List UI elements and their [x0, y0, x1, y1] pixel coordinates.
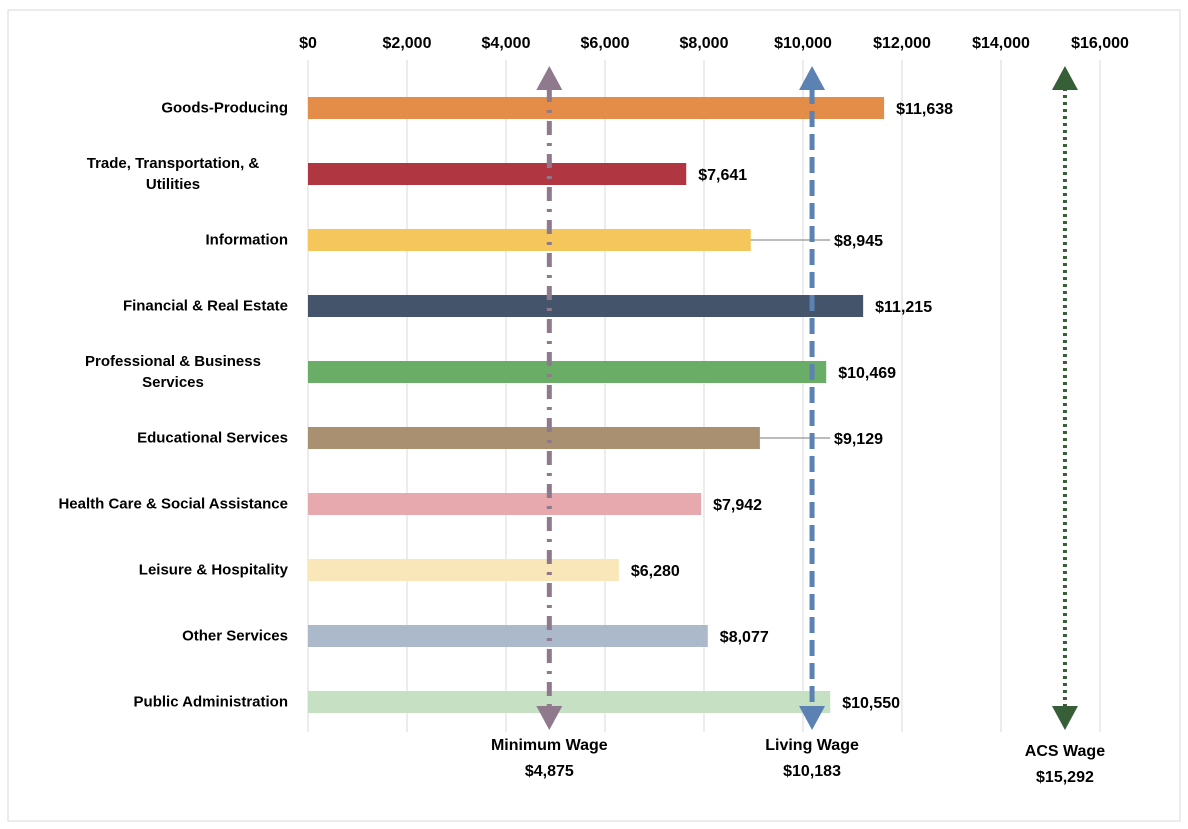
data-label: $8,945: [834, 233, 883, 250]
reference-value: $15,292: [1036, 769, 1094, 786]
category-label: Professional & Business Services: [85, 353, 261, 391]
category-label: Other Services: [182, 627, 288, 645]
reference-name: ACS Wage: [1025, 743, 1105, 760]
category-label: Health Care & Social Assistance: [58, 495, 288, 513]
bar: [308, 493, 702, 515]
bar: [308, 559, 619, 581]
bar: [308, 625, 708, 647]
reference-value: $4,875: [525, 763, 574, 780]
data-label: $6,280: [631, 563, 680, 580]
x-tick-label: $0: [299, 35, 317, 52]
category-label: Trade, Transportation, & Utilities: [86, 155, 260, 193]
data-label: $9,129: [834, 431, 883, 448]
data-label: $10,550: [842, 695, 900, 712]
x-tick-label: $4,000: [482, 35, 531, 52]
category-label: Educational Services: [137, 429, 288, 447]
bar: [308, 427, 760, 449]
arrow-head: [536, 706, 563, 730]
arrow-head: [1051, 706, 1078, 730]
bar: [308, 295, 864, 317]
data-label: $10,469: [838, 365, 896, 382]
x-tick-label: $16,000: [1071, 35, 1129, 52]
arrow-head: [799, 706, 826, 730]
data-label: $7,942: [713, 497, 762, 514]
x-tick-label: $10,000: [774, 35, 832, 52]
bar: [308, 361, 827, 383]
bar: [308, 229, 751, 251]
arrow-head: [1051, 66, 1078, 90]
category-label: Leisure & Hospitality: [138, 561, 288, 579]
chart-frame: [7, 9, 1181, 822]
reference-name: Minimum Wage: [491, 737, 608, 754]
arrow-head: [799, 66, 826, 90]
x-tick-label: $6,000: [581, 35, 630, 52]
x-tick-label: $2,000: [383, 35, 432, 52]
bar: [308, 97, 885, 119]
data-label: $11,638: [896, 101, 953, 118]
arrow-head: [536, 66, 563, 90]
category-label: Financial & Real Estate: [122, 297, 288, 315]
category-label: Information: [205, 231, 289, 249]
category-label: Goods-Producing: [161, 99, 288, 117]
reference-value: $10,183: [783, 763, 841, 780]
bar: [308, 163, 687, 185]
bar: [308, 691, 831, 713]
data-label: $11,215: [875, 299, 932, 316]
x-tick-label: $12,000: [873, 35, 931, 52]
x-tick-label: $8,000: [680, 35, 729, 52]
category-label: Public Administration: [133, 693, 288, 711]
reference-name: Living Wage: [765, 737, 859, 754]
data-label: $7,641: [698, 167, 747, 184]
x-tick-label: $14,000: [972, 35, 1030, 52]
data-label: $8,077: [720, 629, 769, 646]
